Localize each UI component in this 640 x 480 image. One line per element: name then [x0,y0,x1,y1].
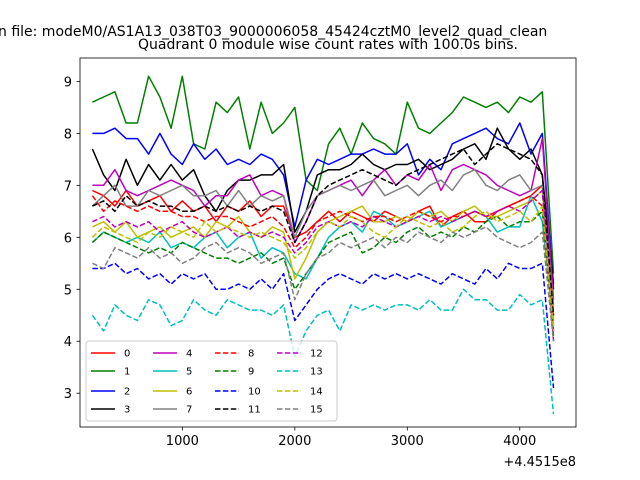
y-tick-label-7: 7 [64,179,72,194]
series-line-1 [92,75,555,274]
series-line-7 [91,168,555,305]
legend-label-10: 10 [248,387,261,398]
figure-suptitle: n file: modeM0/AS1A13_038T03_9000006058_… [0,24,547,40]
series-line-2 [92,122,555,290]
legend-label-14: 14 [310,387,323,398]
legend-label-13: 13 [310,367,323,378]
series-line-9 [91,210,555,337]
x-tick-label-1000: 1000 [166,434,199,449]
series-line-12 [92,189,555,342]
series-layer [91,75,555,415]
y-tick-label-6: 6 [64,231,72,246]
y-tick-label-5: 5 [64,283,72,298]
legend-label-7: 7 [186,405,192,416]
plot-area [79,57,577,428]
chart-title: Quadrant 0 module wise count rates with … [138,37,518,53]
y-tick-label-8: 8 [64,127,72,142]
legend-label-3: 3 [124,405,130,416]
series-line-15 [92,226,555,342]
x-offset-label: +4.4515e8 [503,455,576,470]
y-tick-label-3: 3 [64,387,72,402]
x-tick-label-2000: 2000 [278,434,311,449]
series-line-6 [92,189,555,326]
series-line-3 [91,127,555,285]
series-line-13 [91,288,555,415]
x-axis: 1000 2000 3000 4000 [166,427,536,449]
y-axis: 3 4 5 6 7 8 9 [64,75,80,402]
legend-label-9: 9 [248,367,254,378]
legend-frame [85,340,338,422]
legend-label-8: 8 [248,349,254,360]
x-tick-label-3000: 3000 [391,434,424,449]
y-tick-label-9: 9 [64,75,72,90]
legend-label-0: 0 [124,349,130,360]
series-line-10 [92,262,555,389]
series-line-11 [92,143,555,316]
legend-label-4: 4 [186,349,192,360]
series-line-14 [91,205,555,331]
legend-label-6: 6 [186,387,192,398]
legend-label-2: 2 [124,387,130,398]
legend-label-12: 12 [310,349,323,360]
series-line-0 [92,184,555,316]
legend-label-15: 15 [310,405,323,416]
axes-frame [79,57,577,428]
x-tick-label-4000: 4000 [503,434,536,449]
legend-label-1: 1 [124,367,130,378]
legend-label-11: 11 [248,405,261,416]
y-tick-label-4: 4 [64,335,72,350]
legend-label-5: 5 [186,367,192,378]
